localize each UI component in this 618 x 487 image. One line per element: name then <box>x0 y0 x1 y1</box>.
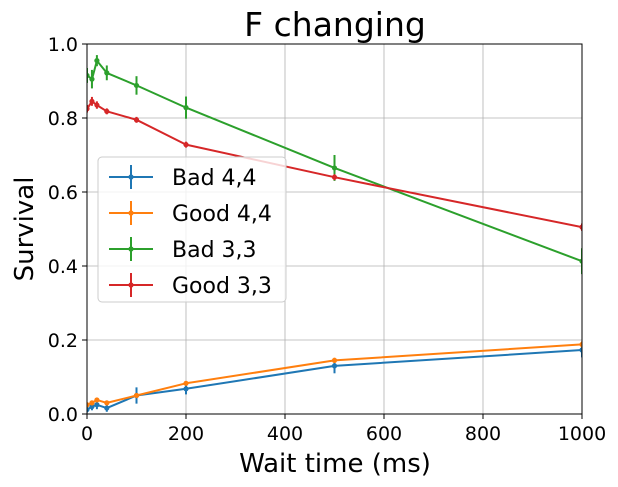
legend-marker <box>128 246 134 252</box>
series-layer <box>87 55 582 413</box>
y-tick-label: 0.8 <box>48 108 78 130</box>
data-point <box>579 341 582 348</box>
data-point <box>87 72 90 79</box>
data-point <box>104 70 110 76</box>
series-3 <box>87 96 582 231</box>
legend: Bad 4,4 Good 4,4 Bad 3,3 Good 3,3 <box>97 156 287 303</box>
x-tick-label: 800 <box>465 423 501 445</box>
ticks: 0 200 400 600 800 1000 0.0 0.2 0.4 0.6 0.8 1.0 <box>48 34 606 445</box>
data-point <box>104 405 110 411</box>
x-tick-label: 400 <box>267 423 303 445</box>
chart-title: F changing <box>244 5 426 44</box>
data-point <box>89 400 95 406</box>
legend-marker <box>128 210 134 216</box>
data-point <box>94 402 100 408</box>
y-tick-label: 0.6 <box>48 182 78 204</box>
data-point <box>579 258 582 264</box>
data-point <box>331 165 338 171</box>
data-point <box>183 386 189 392</box>
data-point <box>183 142 189 148</box>
data-point <box>579 224 582 230</box>
data-point <box>183 380 189 386</box>
series-2 <box>87 55 582 275</box>
legend-label: Good 4,4 <box>172 202 272 227</box>
data-point <box>579 347 582 353</box>
y-tick-label: 0.4 <box>48 256 78 278</box>
data-point <box>94 58 100 64</box>
data-point <box>87 406 90 413</box>
data-point <box>133 117 140 123</box>
data-point <box>89 76 95 82</box>
y-axis-label: Survival <box>10 177 40 282</box>
data-point <box>331 363 338 369</box>
legend-label: Good 3,3 <box>172 274 272 299</box>
data-point <box>89 404 95 410</box>
data-point <box>133 82 140 89</box>
legend-marker <box>128 174 134 180</box>
data-point <box>94 102 100 108</box>
y-tick-label: 0.0 <box>48 404 78 426</box>
y-tick-label: 0.2 <box>48 330 78 352</box>
data-point <box>87 402 90 408</box>
data-point <box>133 392 140 399</box>
x-tick-label: 0 <box>81 423 93 445</box>
x-tick-label: 200 <box>168 423 204 445</box>
legend-label: Bad 4,4 <box>172 166 257 191</box>
data-point <box>104 400 110 406</box>
data-point <box>183 105 189 111</box>
data-point <box>331 174 338 180</box>
legend-box <box>97 156 287 303</box>
data-point <box>104 108 110 114</box>
data-point <box>89 98 95 104</box>
data-point <box>94 397 100 403</box>
legend-marker <box>128 282 134 288</box>
plot-frame <box>86 43 583 415</box>
data-point <box>331 357 338 363</box>
x-tick-label: 1000 <box>558 423 606 445</box>
legend-label: Bad 3,3 <box>172 238 257 263</box>
y-tick-label: 1.0 <box>48 34 78 56</box>
series-1 <box>87 341 582 408</box>
x-tick-label: 600 <box>366 423 402 445</box>
x-axis-label: Wait time (ms) <box>239 449 431 479</box>
data-point <box>87 106 90 112</box>
